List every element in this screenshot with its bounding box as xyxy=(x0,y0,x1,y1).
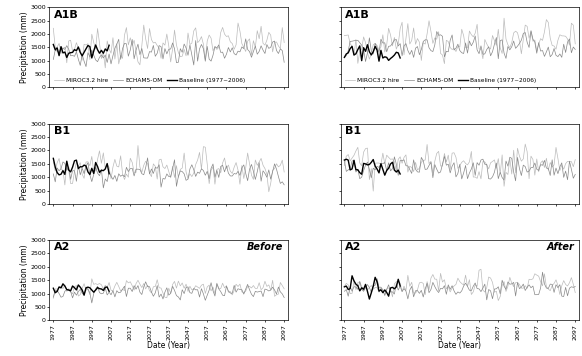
Text: A1B: A1B xyxy=(345,10,370,20)
Text: After: After xyxy=(546,242,574,252)
Y-axis label: Precipitation (mm): Precipitation (mm) xyxy=(20,245,29,316)
Y-axis label: Precipitation (mm): Precipitation (mm) xyxy=(20,128,29,200)
X-axis label: Date (Year): Date (Year) xyxy=(438,341,481,350)
Y-axis label: Precipitation (mm): Precipitation (mm) xyxy=(20,11,29,83)
Text: B1: B1 xyxy=(345,126,361,136)
X-axis label: Date (Year): Date (Year) xyxy=(147,341,190,350)
Text: Before: Before xyxy=(247,242,283,252)
Text: A2: A2 xyxy=(345,242,361,252)
Text: B1: B1 xyxy=(54,126,70,136)
Text: A2: A2 xyxy=(54,242,70,252)
Legend: MIROC3.2 hire, ECHAM5-OM, Baseline (1977~2006): MIROC3.2 hire, ECHAM5-OM, Baseline (1977… xyxy=(52,77,247,84)
Text: A1B: A1B xyxy=(54,10,79,20)
Legend: MIROC3.2 hire, ECHAM5-OM, Baseline (1977~2006): MIROC3.2 hire, ECHAM5-OM, Baseline (1977… xyxy=(343,77,538,84)
